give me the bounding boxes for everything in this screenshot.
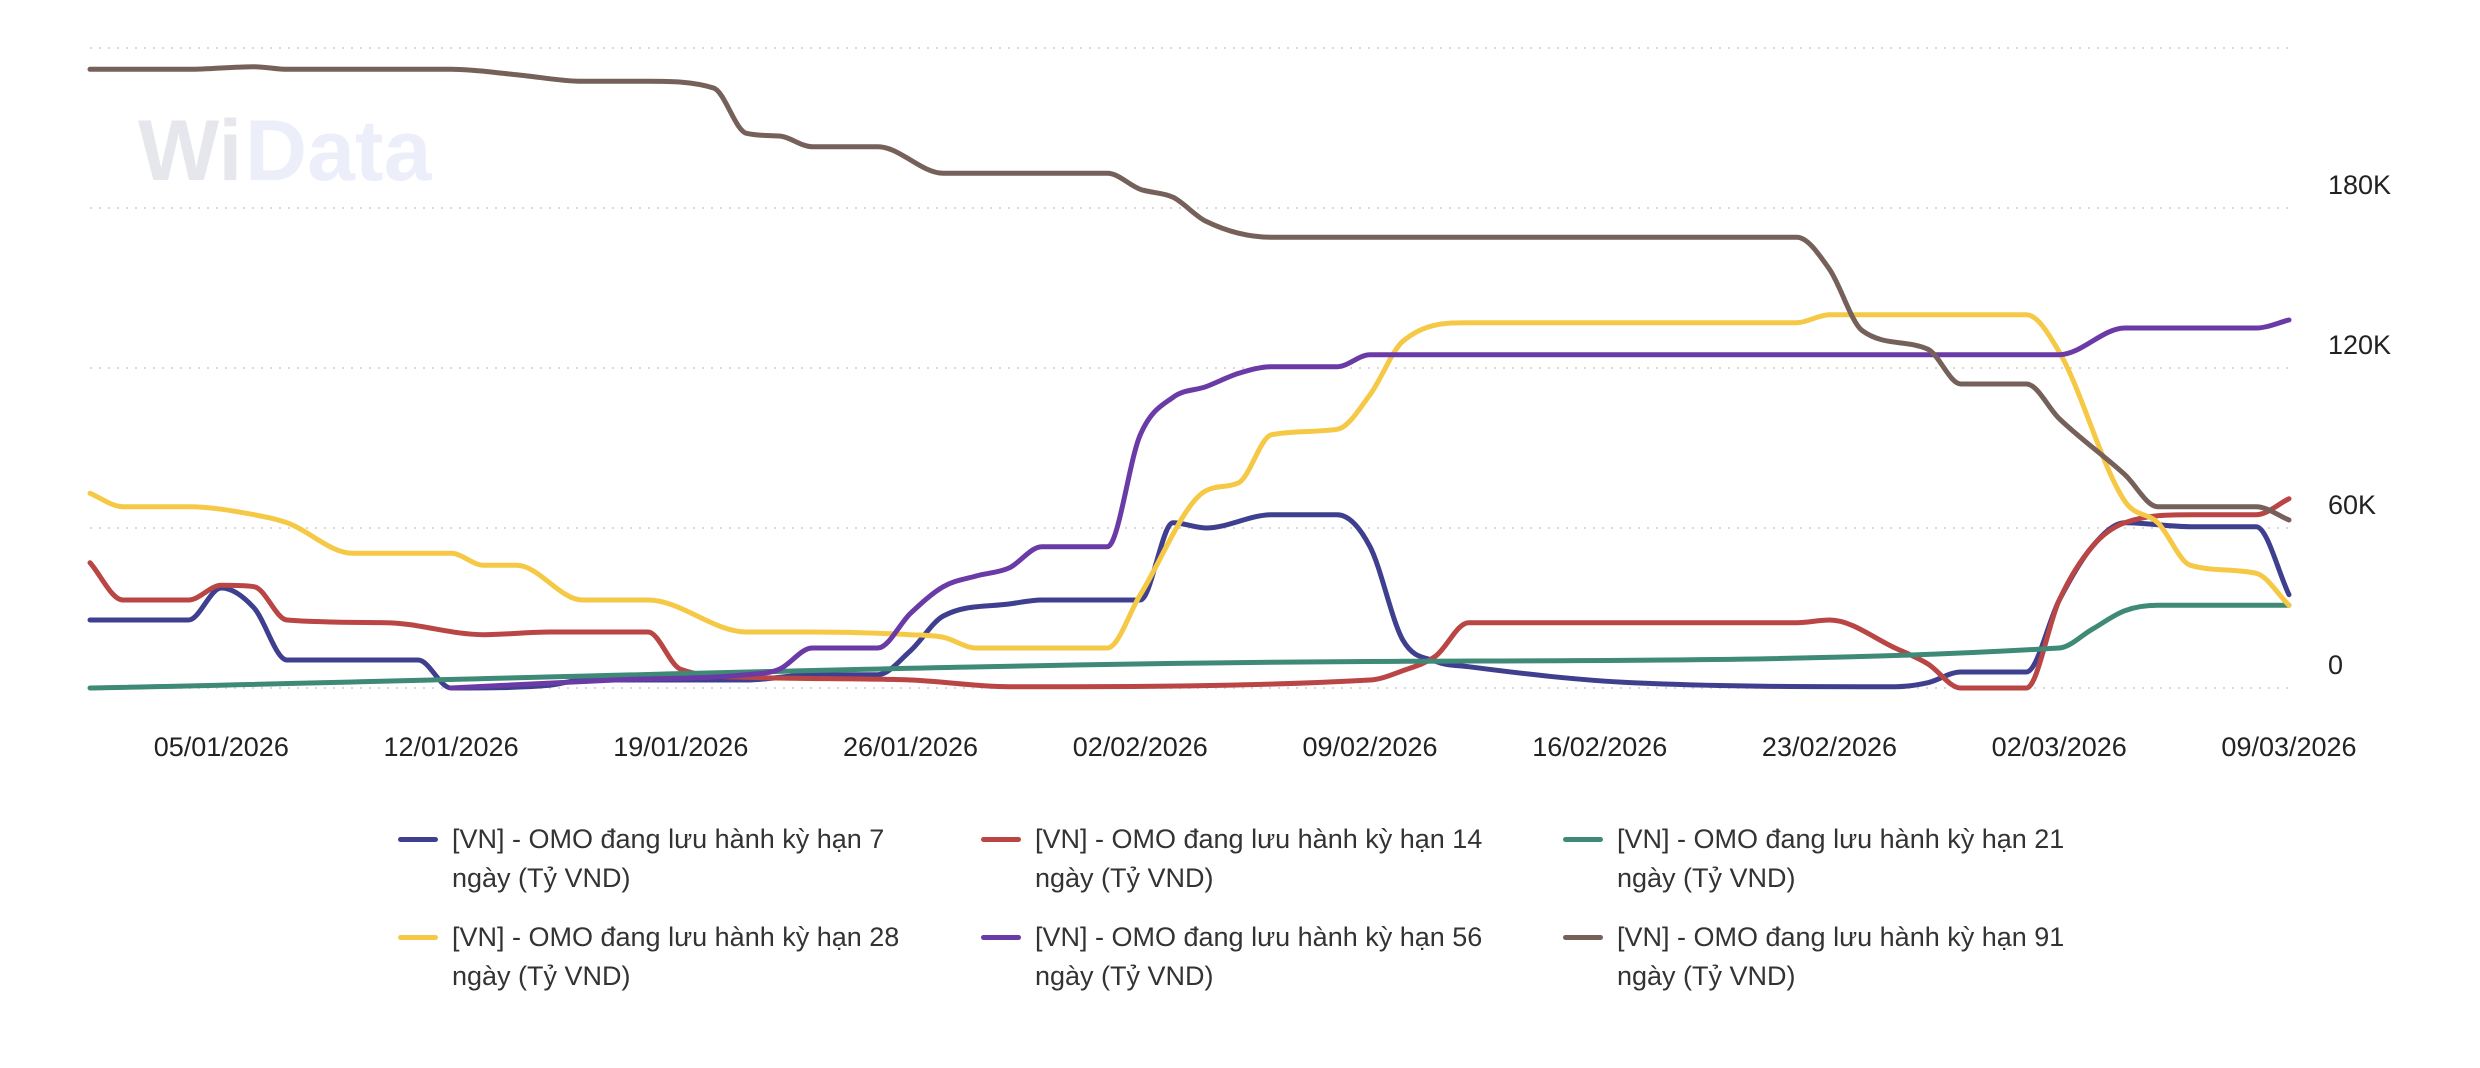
series-line-2 bbox=[87, 496, 2292, 691]
series-lines bbox=[87, 64, 2292, 691]
x-tick-label: 09/03/2026 bbox=[2221, 732, 2356, 762]
legend-swatch bbox=[398, 935, 438, 940]
legend-label: [VN] - OMO đang lưu hành kỳ hạn 14 ngày … bbox=[1035, 824, 1483, 893]
x-tick-label: 02/02/2026 bbox=[1073, 732, 1208, 762]
legend-label: [VN] - OMO đang lưu hành kỳ hạn 28 ngày … bbox=[452, 922, 900, 991]
legend-label: [VN] - OMO đang lưu hành kỳ hạn 91 ngày … bbox=[1617, 922, 2065, 991]
legend-swatch bbox=[981, 935, 1021, 940]
x-tick-label: 09/02/2026 bbox=[1302, 732, 1437, 762]
x-tick-label: 16/02/2026 bbox=[1532, 732, 1667, 762]
legend-swatch bbox=[398, 837, 438, 842]
x-tick-label: 02/03/2026 bbox=[1992, 732, 2127, 762]
x-axis: 05/01/2026 12/01/2026 19/01/2026 26/01/2026… bbox=[154, 732, 2357, 762]
legend-label: [VN] - OMO đang lưu hành kỳ hạn 7 ngày (… bbox=[452, 824, 885, 893]
watermark-data: Data bbox=[245, 103, 433, 199]
legend-swatch bbox=[981, 837, 1021, 842]
y-tick-label: 60K bbox=[2328, 490, 2376, 520]
y-tick-label: 180K bbox=[2328, 170, 2391, 200]
series-line-3 bbox=[87, 602, 2292, 691]
legend-item[interactable]: [VN] - OMO đang lưu hành kỳ hạn 28 ngày … bbox=[398, 918, 958, 996]
legend-label: [VN] - OMO đang lưu hành kỳ hạn 21 ngày … bbox=[1617, 824, 2065, 893]
y-axis: 0 60K 120K 180K bbox=[2328, 170, 2391, 680]
series-line-5 bbox=[448, 317, 2292, 691]
watermark-logo: Wi Data bbox=[138, 103, 433, 199]
legend-item[interactable]: [VN] - OMO đang lưu hành kỳ hạn 21 ngày … bbox=[1563, 820, 2123, 898]
series-line-6 bbox=[87, 64, 2292, 523]
y-tick-label: 120K bbox=[2328, 330, 2391, 360]
legend-label: [VN] - OMO đang lưu hành kỳ hạn 56 ngày … bbox=[1035, 922, 1483, 991]
watermark-wi: Wi bbox=[138, 103, 242, 199]
x-tick-label: 05/01/2026 bbox=[154, 732, 289, 762]
legend-item[interactable]: [VN] - OMO đang lưu hành kỳ hạn 14 ngày … bbox=[981, 820, 1541, 898]
legend-item[interactable]: [VN] - OMO đang lưu hành kỳ hạn 56 ngày … bbox=[981, 918, 1541, 996]
x-tick-label: 19/01/2026 bbox=[613, 732, 748, 762]
y-tick-label: 0 bbox=[2328, 650, 2343, 680]
legend-item[interactable]: [VN] - OMO đang lưu hành kỳ hạn 91 ngày … bbox=[1563, 918, 2123, 996]
series-line-4 bbox=[87, 312, 2292, 651]
x-tick-label: 12/01/2026 bbox=[383, 732, 518, 762]
legend-item[interactable]: [VN] - OMO đang lưu hành kỳ hạn 7 ngày (… bbox=[398, 820, 958, 898]
x-tick-label: 26/01/2026 bbox=[843, 732, 978, 762]
x-tick-label: 23/02/2026 bbox=[1762, 732, 1897, 762]
legend-swatch bbox=[1563, 837, 1603, 842]
legend-swatch bbox=[1563, 935, 1603, 940]
